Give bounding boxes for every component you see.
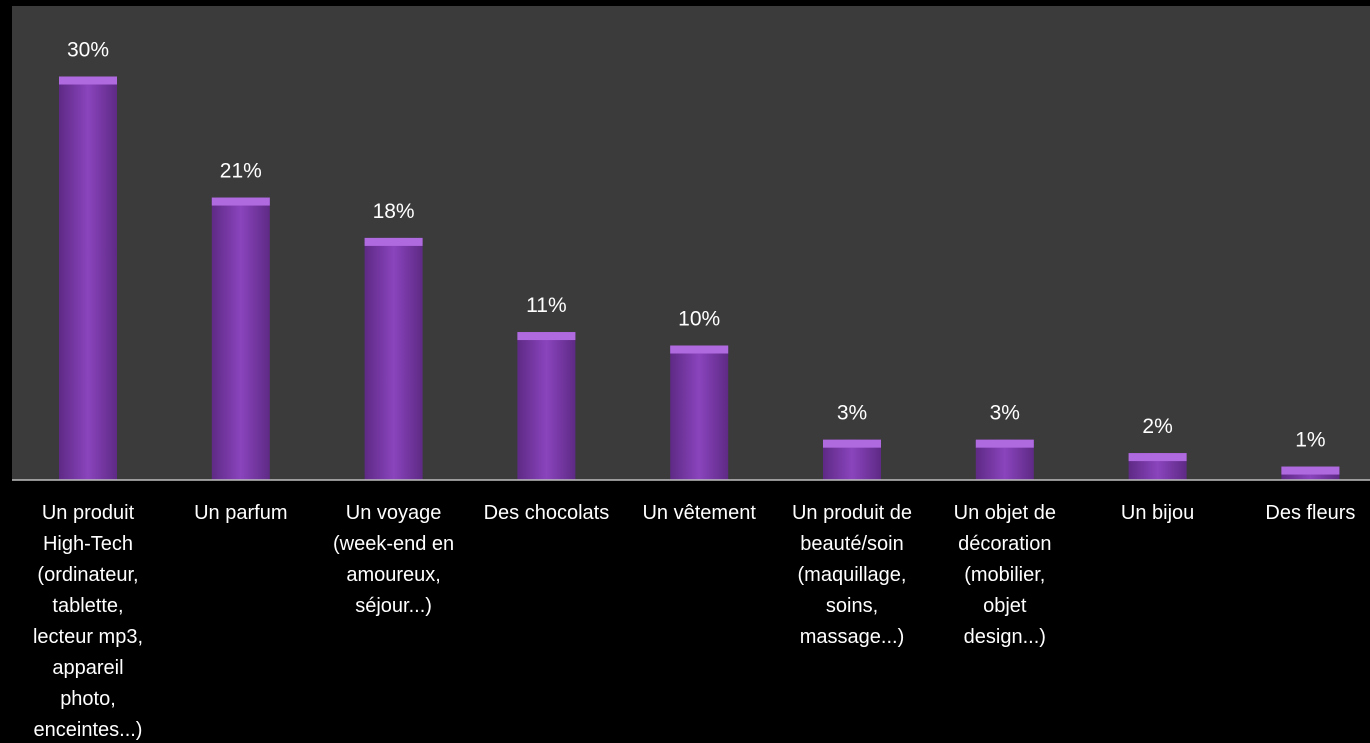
- bar: [211, 197, 270, 481]
- bar-group: 18%: [364, 200, 423, 480]
- bar-group: 30%: [59, 39, 117, 480]
- bar-top-highlight: [59, 76, 117, 85]
- x-tick-label: Un produit High-Tech (ordinateur, tablet…: [32, 502, 144, 741]
- bar-group: 3%: [975, 402, 1034, 480]
- data-label: 30%: [67, 39, 109, 62]
- bar-top-highlight: [364, 237, 423, 246]
- bar-top-highlight: [823, 439, 881, 448]
- x-tick-label: Un produit de beauté/soin (maquillage, s…: [791, 502, 913, 648]
- bar-group: 3%: [823, 402, 881, 480]
- bar-top-highlight: [975, 439, 1034, 448]
- x-tick-label: Des chocolats: [483, 502, 610, 524]
- data-label: 21%: [220, 160, 262, 183]
- data-label: 1%: [1295, 429, 1325, 452]
- bar-top-highlight: [211, 197, 270, 206]
- x-tick-label: Un bijou: [1120, 502, 1195, 524]
- bar-group: 11%: [517, 294, 576, 480]
- bar-top-highlight: [1281, 466, 1340, 475]
- x-tick-label: Des fleurs: [1265, 502, 1356, 524]
- bar-group: 10%: [670, 308, 729, 480]
- data-label: 3%: [990, 402, 1020, 425]
- x-tick-label: Un vêtement: [642, 502, 756, 524]
- bar-group: 2%: [1128, 415, 1187, 480]
- x-tick-label: Un parfum: [194, 502, 288, 524]
- bar-top-highlight: [517, 332, 576, 341]
- bar: [364, 237, 423, 480]
- bar: [517, 332, 576, 480]
- x-tick-label: Un voyage (week-end en amoureux, séjour.…: [333, 502, 455, 617]
- bar-group: 21%: [211, 160, 270, 481]
- data-label: 11%: [526, 294, 566, 317]
- data-label: 2%: [1142, 415, 1172, 438]
- bar-group: 1%: [1281, 429, 1340, 480]
- data-label: 18%: [373, 200, 415, 223]
- data-label: 10%: [678, 308, 720, 331]
- data-label: 3%: [837, 402, 867, 425]
- bar-top-highlight: [670, 345, 729, 354]
- x-tick-label: Un objet de décoration (mobilier, objet …: [953, 502, 1056, 648]
- bar: [670, 345, 729, 480]
- bar: [59, 76, 117, 480]
- bar-top-highlight: [1128, 453, 1187, 462]
